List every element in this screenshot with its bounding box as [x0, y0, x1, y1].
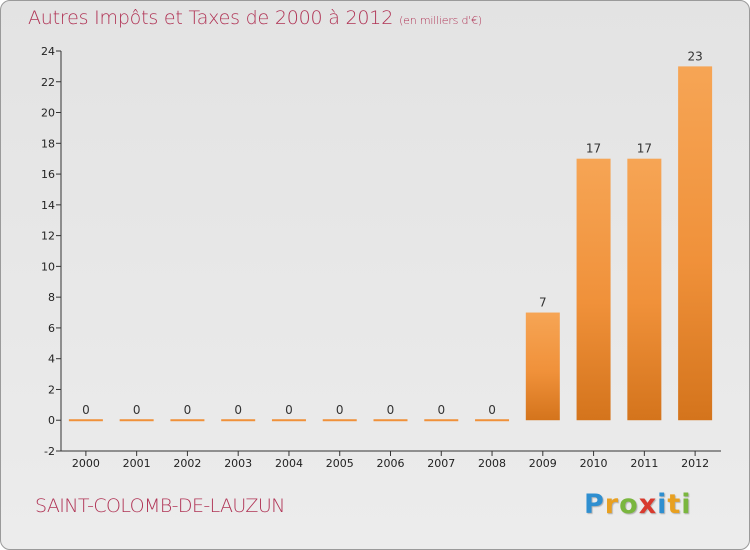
- bar: [475, 419, 510, 422]
- data-label: 0: [184, 403, 192, 417]
- y-tick-label: 24: [41, 45, 55, 58]
- bar: [627, 158, 662, 421]
- x-tick-label: 2006: [377, 457, 405, 470]
- y-tick-label: 18: [41, 137, 55, 150]
- data-label: 0: [234, 403, 242, 417]
- x-tick-label: 2005: [326, 457, 354, 470]
- y-tick-label: 2: [48, 383, 55, 396]
- data-label: 0: [82, 403, 90, 417]
- logo-letter: x: [638, 489, 658, 520]
- data-label: 17: [637, 142, 652, 156]
- bar: [271, 419, 306, 422]
- logo-letter: t: [667, 489, 682, 520]
- x-tick-label: 2003: [224, 457, 252, 470]
- logo-letter: i: [657, 489, 668, 520]
- y-tick-label: 10: [41, 260, 55, 273]
- chart-title: Autres Impôts et Taxes de 2000 à 2012 (en…: [28, 7, 482, 29]
- chart-title-text: Autres Impôts et Taxes de 2000 à 2012: [28, 7, 394, 29]
- bar: [678, 66, 713, 421]
- data-label: 17: [586, 142, 601, 156]
- x-tick-label: 2000: [72, 457, 100, 470]
- x-tick-label: 2001: [123, 457, 151, 470]
- logo-letter: o: [619, 489, 639, 520]
- bar: [322, 419, 357, 422]
- bar: [119, 419, 154, 422]
- y-tick-label: 16: [41, 168, 55, 181]
- y-tick-label: 12: [41, 230, 55, 243]
- bar: [170, 419, 205, 422]
- data-label: 0: [437, 403, 445, 417]
- y-tick-label: 0: [48, 414, 55, 427]
- commune-name: SAINT-COLOMB-DE-LAUZUN: [35, 495, 285, 517]
- bar: [424, 419, 459, 422]
- x-tick-label: 2011: [630, 457, 658, 470]
- x-tick-label: 2010: [580, 457, 608, 470]
- x-tick-label: 2008: [478, 457, 506, 470]
- logo-letter: P: [584, 489, 605, 520]
- x-tick-label: 2004: [275, 457, 303, 470]
- data-label: 0: [488, 403, 496, 417]
- logo-letter: r: [604, 489, 620, 520]
- proxiti-logo[interactable]: Proxiti: [584, 489, 692, 520]
- y-tick-label: 8: [48, 291, 55, 304]
- y-tick-label: 22: [41, 76, 55, 89]
- x-tick-label: 2002: [173, 457, 201, 470]
- data-label: 0: [387, 403, 395, 417]
- chart-unit: (en milliers d'€): [399, 14, 482, 27]
- y-tick-label: 20: [41, 107, 55, 120]
- bar: [576, 158, 611, 421]
- data-label: 0: [285, 403, 293, 417]
- x-tick-label: 2009: [529, 457, 557, 470]
- bar: [221, 419, 256, 422]
- logo-letter: i: [681, 489, 692, 520]
- y-tick-label: 6: [48, 322, 55, 335]
- y-tick-label: 14: [41, 199, 55, 212]
- y-tick-label: -2: [44, 445, 55, 458]
- bar: [373, 419, 408, 422]
- x-tick-label: 2007: [427, 457, 455, 470]
- data-label: 7: [539, 296, 547, 310]
- bar: [525, 312, 560, 421]
- bar: [68, 419, 103, 422]
- y-tick-label: 4: [48, 353, 55, 366]
- data-label: 23: [687, 49, 702, 63]
- x-tick-label: 2012: [681, 457, 709, 470]
- data-label: 0: [133, 403, 141, 417]
- data-label: 0: [336, 403, 344, 417]
